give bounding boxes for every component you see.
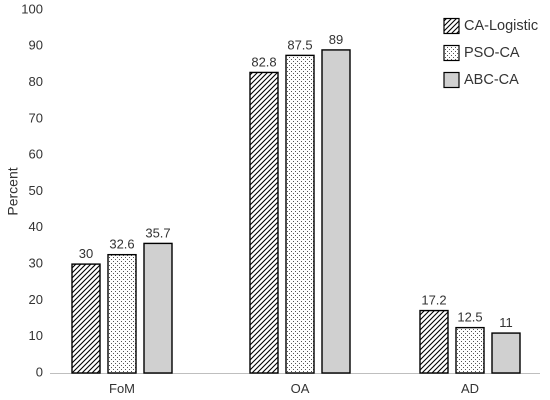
- bar-ca-logistic-oa: [249, 71, 279, 374]
- legend-swatch: [443, 71, 460, 89]
- data-label: 12.5: [457, 310, 482, 325]
- y-tick-label: 60: [29, 147, 43, 162]
- legend-label: CA-Logistic: [464, 18, 538, 34]
- bar-abc-ca-fom: [143, 242, 173, 374]
- legend-label: ABC-CA: [464, 72, 519, 88]
- legend: CA-Logistic PSO-CA ABC-CA: [443, 17, 538, 89]
- y-tick-label: 10: [29, 328, 43, 343]
- x-category-label: AD: [461, 381, 479, 396]
- y-tick-label: 0: [36, 364, 43, 379]
- y-tick-labels: 0 10 20 30 40 50 60 70 80 90 100: [21, 1, 43, 379]
- data-label: 89: [329, 32, 343, 47]
- y-tick-label: 20: [29, 292, 43, 307]
- bar-pso-ca-fom: [107, 253, 137, 374]
- y-axis-title-group: Percent: [5, 167, 21, 215]
- bars: [71, 49, 521, 374]
- y-tick-label: 40: [29, 219, 43, 234]
- bar-ca-logistic-fom: [71, 263, 101, 374]
- y-tick-label: 80: [29, 74, 43, 89]
- y-tick-label: 100: [21, 1, 43, 16]
- data-label: 32.6: [109, 237, 134, 252]
- legend-swatch: [443, 17, 460, 35]
- y-axis-title: Percent: [5, 167, 21, 215]
- y-tick-label: 50: [29, 183, 43, 198]
- data-label: 11: [499, 315, 513, 330]
- y-tick-label: 70: [29, 110, 43, 125]
- data-label: 35.7: [145, 225, 170, 240]
- legend-swatch: [443, 44, 460, 62]
- x-category-label: OA: [291, 381, 310, 396]
- x-category-label: FoM: [109, 381, 135, 396]
- bar-pso-ca-oa: [285, 54, 315, 374]
- y-tick-label: 30: [29, 256, 43, 271]
- data-labels: 30 32.6 35.7 82.8 87.5 89 17.2 12.5 11: [79, 32, 513, 330]
- y-tick-label: 90: [29, 38, 43, 53]
- bar-abc-ca-oa: [321, 49, 351, 374]
- data-label: 30: [79, 246, 93, 261]
- bar-pso-ca-ad: [455, 326, 485, 374]
- bar-ca-logistic-ad: [419, 309, 449, 374]
- data-label: 17.2: [421, 293, 446, 308]
- data-label: 82.8: [251, 54, 276, 69]
- data-label: 87.5: [287, 37, 312, 52]
- category-labels: FoM OA AD: [109, 381, 479, 396]
- legend-label: PSO-CA: [464, 45, 520, 61]
- bar-abc-ca-ad: [491, 332, 521, 374]
